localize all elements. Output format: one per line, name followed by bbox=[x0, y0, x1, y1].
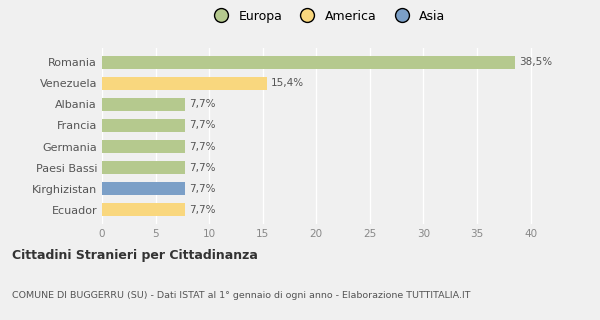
Text: 38,5%: 38,5% bbox=[519, 57, 552, 67]
Bar bbox=[102, 98, 185, 111]
Bar bbox=[102, 77, 267, 90]
Text: 7,7%: 7,7% bbox=[189, 120, 215, 131]
Text: 7,7%: 7,7% bbox=[189, 141, 215, 152]
Text: 7,7%: 7,7% bbox=[189, 100, 215, 109]
Text: 7,7%: 7,7% bbox=[189, 205, 215, 215]
Text: 15,4%: 15,4% bbox=[271, 78, 304, 88]
Bar bbox=[102, 204, 185, 216]
Bar bbox=[102, 119, 185, 132]
Text: 7,7%: 7,7% bbox=[189, 163, 215, 172]
Text: 7,7%: 7,7% bbox=[189, 184, 215, 194]
Bar bbox=[102, 182, 185, 195]
Bar bbox=[102, 161, 185, 174]
Text: COMUNE DI BUGGERRU (SU) - Dati ISTAT al 1° gennaio di ogni anno - Elaborazione T: COMUNE DI BUGGERRU (SU) - Dati ISTAT al … bbox=[12, 291, 470, 300]
Text: Cittadini Stranieri per Cittadinanza: Cittadini Stranieri per Cittadinanza bbox=[12, 249, 258, 262]
Bar bbox=[102, 140, 185, 153]
Bar bbox=[102, 56, 515, 68]
Legend: Europa, America, Asia: Europa, America, Asia bbox=[203, 5, 451, 28]
